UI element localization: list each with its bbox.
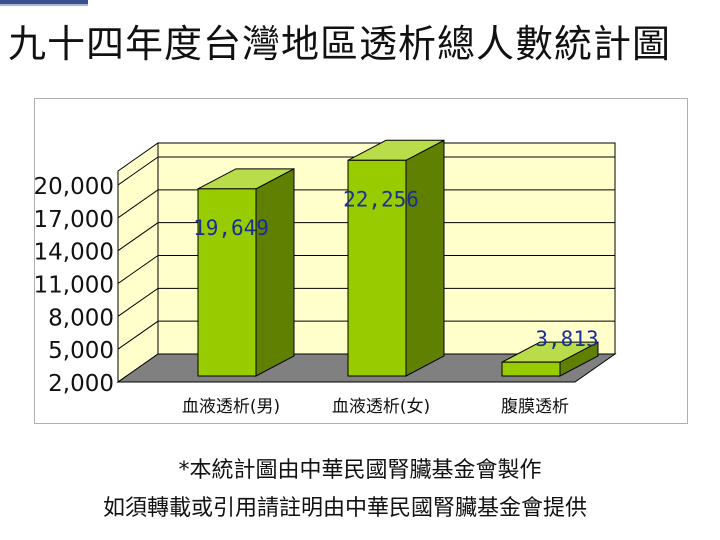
x-tick-label: 血液透析(男) — [182, 397, 280, 417]
bar — [501, 361, 561, 377]
bar-value-label: 19,649 — [193, 216, 269, 240]
footnote-citation: 如須轉載或引用請註明由中華民國腎臟基金會提供 — [102, 496, 587, 521]
chart-side-wall — [117, 142, 159, 383]
gridline-top — [117, 156, 615, 186]
gridline — [117, 320, 615, 350]
corner-rule — [0, 0, 88, 4]
page-title: 九十四年度台灣地區透析總人數統計圖 — [8, 22, 672, 66]
bar-side — [405, 139, 445, 377]
y-tick-label: 17,000 — [35, 207, 114, 233]
bar-side — [255, 168, 295, 377]
x-tick-label: 血液透析(女) — [332, 397, 430, 417]
gridline — [117, 222, 615, 252]
bar-value-label: 3,813 — [535, 327, 598, 351]
y-tick-label: 8,000 — [48, 305, 114, 331]
footnote-producer: *本統計圖由中華民國腎臟基金會製作 — [178, 458, 542, 483]
y-tick-label: 14,000 — [35, 240, 114, 266]
bar — [347, 159, 407, 377]
y-tick-label: 5,000 — [48, 338, 114, 364]
gridline — [117, 255, 615, 284]
y-tick-label: 20,000 — [35, 174, 114, 200]
chart-frame: 20,000 17,000 14,000 11,000 8,000 5,000 2,000 1… — [34, 98, 688, 424]
gridline — [117, 189, 615, 219]
bar — [197, 188, 257, 377]
gridline — [117, 287, 615, 317]
bar-chart: 20,000 17,000 14,000 11,000 8,000 5,000 2,000 1… — [35, 139, 617, 417]
y-tick-label: 11,000 — [35, 273, 114, 299]
x-tick-label: 腹膜透析 — [501, 397, 569, 417]
bar-value-label: 22,256 — [343, 187, 419, 211]
y-tick-label: 2,000 — [48, 371, 114, 397]
corner-rule-light — [0, 4, 88, 6]
